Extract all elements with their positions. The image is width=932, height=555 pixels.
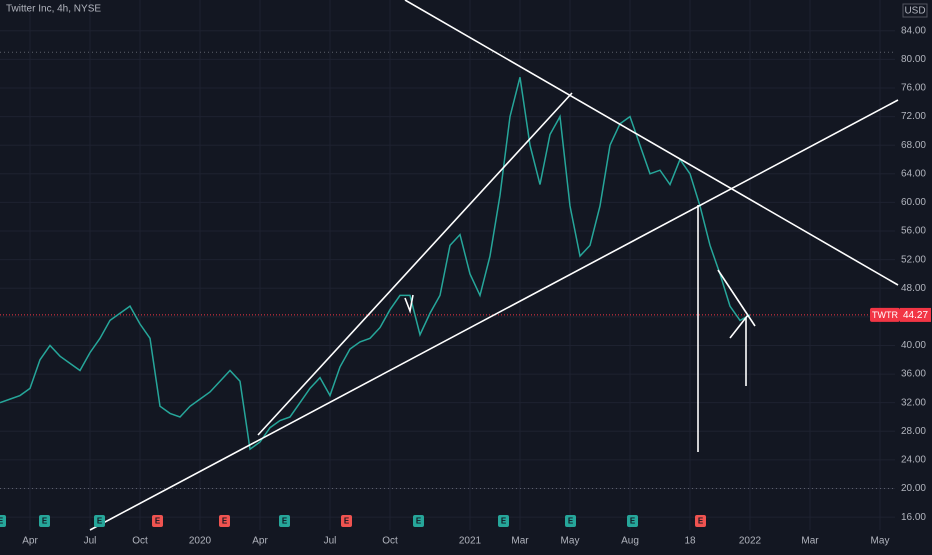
- earnings-label: E: [42, 517, 48, 526]
- earnings-marker: E: [39, 515, 50, 527]
- y-tick-label: 40.00: [901, 340, 926, 351]
- chart-title: Twitter Inc, 4h, NYSE: [6, 4, 101, 15]
- x-tick-label: May: [561, 536, 580, 547]
- y-tick-label: 80.00: [901, 54, 926, 65]
- earnings-label: E: [416, 517, 422, 526]
- x-tick-label: Oct: [382, 536, 398, 547]
- earnings-markers: E E E E E E E E E E E E: [0, 515, 706, 527]
- earnings-label: E: [282, 517, 288, 526]
- price-label: 44.27: [903, 310, 928, 321]
- y-tick-label: 52.00: [901, 254, 926, 265]
- x-tick-label: Mar: [511, 536, 529, 547]
- price-line: [0, 77, 751, 451]
- arrow: [404, 294, 414, 314]
- x-tick-label: 2021: [459, 536, 482, 547]
- earnings-marker: E: [0, 515, 6, 527]
- y-tick-label: 76.00: [901, 83, 926, 94]
- earnings-label: E: [698, 517, 704, 526]
- trendlines: [89, 0, 899, 531]
- earnings-marker: E: [279, 515, 290, 527]
- x-tick-label: 2022: [739, 536, 762, 547]
- y-tick-label: 72.00: [901, 111, 926, 122]
- earnings-marker: E: [565, 515, 576, 527]
- x-tick-label: Jul: [324, 536, 337, 547]
- x-tick-label: May: [871, 536, 890, 547]
- x-tick-label: Aug: [621, 536, 639, 547]
- y-tick-label: 24.00: [901, 455, 926, 466]
- earnings-marker: E: [627, 515, 638, 527]
- x-tick-label: Jul: [84, 536, 97, 547]
- y-tick-label: 60.00: [901, 197, 926, 208]
- x-tick-label: Apr: [252, 536, 268, 547]
- marks: [0, 77, 751, 451]
- trendline: [404, 0, 899, 286]
- earnings-label: E: [568, 517, 574, 526]
- y-tick-label: 56.00: [901, 226, 926, 237]
- currency: USD: [904, 6, 925, 17]
- earnings-marker: E: [152, 515, 163, 527]
- trendline: [717, 269, 756, 327]
- trendline: [729, 314, 749, 339]
- earnings-label: E: [630, 517, 636, 526]
- x-tick-label: 2020: [189, 536, 212, 547]
- y-tick-label: 68.00: [901, 140, 926, 151]
- earnings-label: E: [344, 517, 350, 526]
- y-tick-label: 20.00: [901, 483, 926, 494]
- y-tick-label: 16.00: [901, 512, 926, 523]
- earnings-marker: E: [219, 515, 230, 527]
- y-tick-label: 32.00: [901, 397, 926, 408]
- y-tick-label: 48.00: [901, 283, 926, 294]
- currency-box: [902, 3, 928, 18]
- earnings-label: E: [222, 517, 228, 526]
- y-tick-label: 64.00: [901, 168, 926, 179]
- price-tag: [900, 307, 931, 322]
- trendline: [257, 92, 573, 436]
- earnings-marker: E: [341, 515, 352, 527]
- y-tick-label: 36.00: [901, 369, 926, 380]
- earnings-marker: E: [498, 515, 509, 527]
- earnings-label: E: [501, 517, 507, 526]
- earnings-label: E: [0, 517, 4, 526]
- y-tick-label: 84.00: [901, 25, 926, 36]
- earnings-marker: E: [695, 515, 706, 527]
- earnings-marker: E: [413, 515, 424, 527]
- x-tick-label: Apr: [22, 536, 38, 547]
- x-tick-label: Mar: [801, 536, 819, 547]
- x-tick-label: 18: [684, 536, 696, 547]
- y-tick-label: 28.00: [901, 426, 926, 437]
- earnings-label: E: [97, 517, 103, 526]
- ticker-tag: [870, 307, 900, 322]
- earnings-marker: E: [94, 515, 105, 527]
- x-tick-label: Oct: [132, 536, 148, 547]
- trendline: [89, 99, 899, 531]
- ticker-label: TWTR: [872, 310, 898, 320]
- earnings-label: E: [155, 517, 161, 526]
